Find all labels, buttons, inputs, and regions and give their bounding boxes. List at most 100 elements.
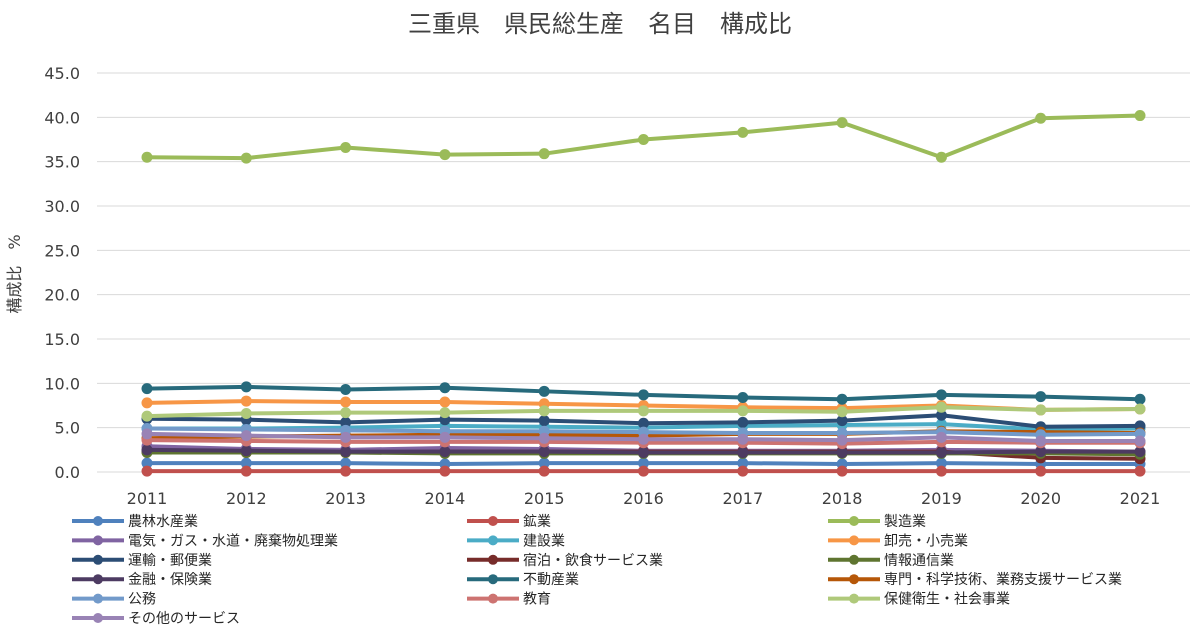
data-point [240,457,252,469]
legend-item: 不動産業 [467,572,579,588]
y-tick-label: 0.0 [55,463,80,482]
data-point [141,383,153,395]
legend-item: 情報通信業 [828,553,954,569]
legend-item: 宿泊・飲食サービス業 [467,552,663,569]
legend-item: 電気・ガス・水道・廃棄物処理業 [72,532,338,549]
y-tick-label: 15.0 [44,330,80,349]
data-point [737,405,749,417]
legend-marker [488,535,498,546]
x-tick-label: 2020 [1020,489,1061,508]
legend-label: 金融・保険業 [128,572,212,588]
legend-label: 専門・科学技術、業務支援サービス業 [884,572,1122,588]
data-point [836,415,848,427]
data-point [1035,112,1047,124]
legend-label: 情報通信業 [884,553,954,569]
y-tick-label: 25.0 [44,241,80,260]
legend-marker [488,516,498,526]
data-point [1134,110,1146,122]
y-axis-ticks: 0.0 5.0 10.0 15.0 20.0 25.0 30.0 35.0 40.0 45.0 [44,64,80,482]
y-tick-label: 20.0 [44,286,80,305]
legend-item: 保健衛生・社会事業 [828,592,1010,608]
data-point [340,396,352,408]
legend-label: 建設業 [523,533,565,549]
data-point [141,457,153,469]
data-point [1134,435,1146,447]
data-point [340,141,352,153]
data-point [240,381,252,393]
legend-item: 鉱業 [467,513,551,530]
legend-label: 運輸・郵便業 [128,553,212,569]
data-point [638,417,649,429]
data-point [935,151,947,163]
data-point [737,126,749,138]
data-point [1035,465,1047,477]
data-point [340,446,352,458]
x-tick-label: 2013 [325,489,366,508]
data-point [439,446,451,458]
legend-item: 運輸・郵便業 [72,553,212,569]
legend-label: 宿泊・飲食サービス業 [523,552,663,569]
data-point [141,397,153,409]
series [141,409,1146,433]
data-point [638,465,649,477]
legend-label: 教育 [523,592,551,608]
data-point [1134,393,1146,405]
data-point [240,395,252,407]
legend-marker [488,574,498,585]
y-tick-label: 10.0 [44,374,80,393]
data-point [141,151,153,163]
data-point [935,446,947,458]
data-point [538,148,550,160]
legend-marker [849,574,859,585]
x-tick-label: 2014 [425,489,466,508]
data-point [240,152,252,164]
legend-item: 農林水産業 [72,514,198,530]
data-point [737,433,749,445]
data-point [439,407,451,419]
x-tick-label: 2019 [921,489,962,508]
data-point [538,415,550,427]
data-point [1035,446,1047,458]
legend-label: 公務 [128,592,156,608]
data-point [538,405,550,417]
legend-label: その他のサービス [128,611,240,627]
legend-marker [93,613,103,623]
series [141,444,1146,458]
data-point [141,410,153,422]
legend-item: 製造業 [828,514,926,530]
legend-label: 農林水産業 [128,514,198,530]
legend-marker [93,535,103,546]
x-tick-label: 2012 [226,489,267,508]
data-point [935,401,947,413]
legend-label: 鉱業 [523,513,551,530]
data-point [538,446,550,458]
legend-item: 教育 [467,592,551,608]
legend-item: その他のサービス [72,611,240,627]
data-point [141,428,153,440]
legend-marker [849,516,859,526]
series-group [141,110,1146,477]
data-point [935,431,947,443]
y-tick-label: 30.0 [44,197,80,216]
x-tick-label: 2018 [822,489,863,508]
data-point [737,392,749,404]
data-point [638,134,649,145]
legend-item: 卸売・小売業 [828,533,968,549]
data-point [340,384,352,396]
data-point [340,431,352,443]
data-point [836,434,848,446]
data-point [340,407,352,419]
legend-label: 不動産業 [523,572,579,588]
legend-marker [849,593,859,604]
data-point [737,457,749,469]
legend-label: 電気・ガス・水道・廃棄物処理業 [128,532,338,549]
chart-title: 三重県 県民総生産 名目 構成比 [408,10,792,38]
legend-marker [93,574,103,585]
data-point [638,457,649,469]
data-point [1134,403,1146,415]
data-point [141,444,153,456]
data-point [638,433,649,445]
data-point [1035,404,1047,416]
